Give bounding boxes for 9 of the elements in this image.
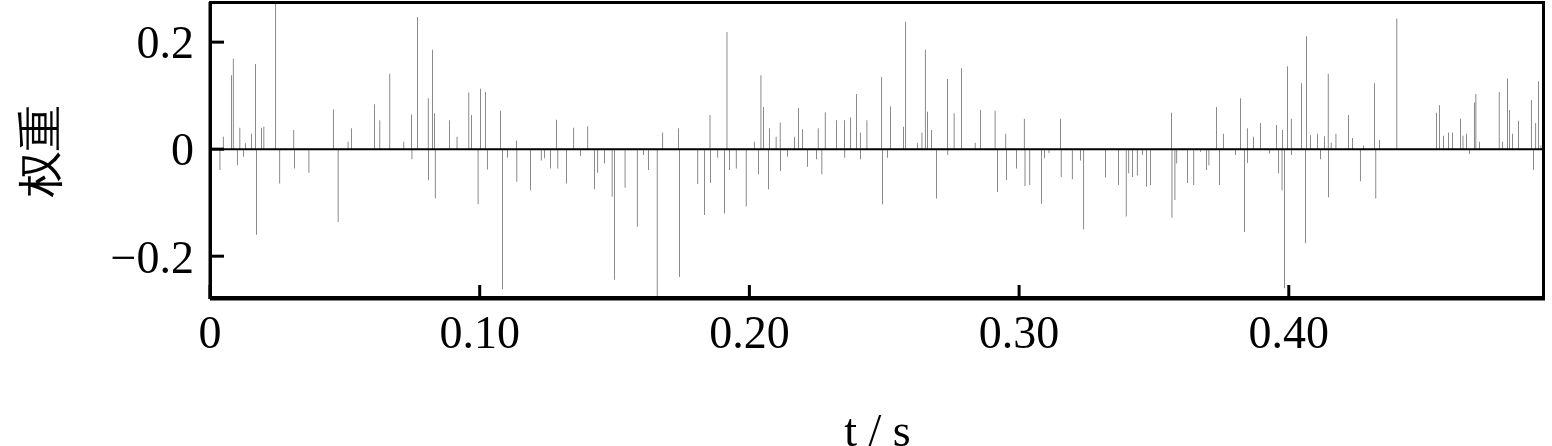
y-tick-label: 0.2 xyxy=(136,17,194,69)
x-tick-label: 0.20 xyxy=(709,306,790,358)
x-tick-label: 0.10 xyxy=(439,306,520,358)
x-axis-title: t / s xyxy=(844,405,911,446)
y-tick-label: −0.2 xyxy=(110,231,194,283)
y-tick-label: 0 xyxy=(171,124,194,176)
x-tick-label: 0.40 xyxy=(1248,306,1330,358)
y-axis-title: 权重 xyxy=(15,104,67,198)
x-tick-label: 0.30 xyxy=(978,306,1060,358)
